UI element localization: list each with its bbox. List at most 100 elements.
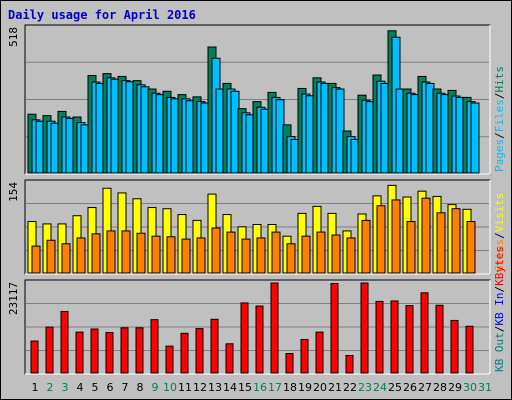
x-tick-label: 6 — [107, 381, 114, 394]
x-tick-label: 13 — [208, 381, 222, 394]
bar-kbytes-day-5 — [90, 328, 99, 374]
x-tick-label: 16 — [253, 381, 267, 394]
x-tick-label: 20 — [313, 381, 327, 394]
bar-sites-day-30 — [466, 221, 476, 274]
x-tick-label: 9 — [152, 381, 159, 394]
chart-title: Daily usage for April 2016 — [8, 8, 196, 22]
bar-kbytes-day-18 — [285, 353, 294, 374]
bar-kbytes-day-4 — [75, 331, 84, 374]
bar-kbytes-day-1 — [30, 340, 39, 374]
x-tick-label: 11 — [178, 381, 192, 394]
legend-item: KBytes — [493, 246, 506, 286]
bar-kbytes-day-23 — [360, 282, 369, 374]
x-tick-label: 31 — [478, 381, 492, 394]
bar-sites-day-2 — [46, 239, 56, 274]
bar-sites-day-19 — [301, 235, 311, 274]
legend-item: Visits — [493, 193, 506, 233]
bar-sites-day-24 — [376, 205, 386, 274]
bar-sites-day-18 — [286, 243, 296, 274]
x-tick-label: 2 — [47, 381, 54, 394]
bar-sites-day-21 — [331, 234, 341, 274]
bar-kbytes-day-16 — [255, 305, 264, 374]
bar-sites-day-22 — [346, 237, 356, 274]
legend-visits-sites: Sites/Visits — [493, 193, 506, 273]
legend-hits-files: Pages/Files/Hits — [493, 66, 506, 172]
bar-sites-day-28 — [436, 212, 446, 274]
bar-sites-day-8 — [136, 232, 146, 274]
bar-kbytes-day-7 — [120, 327, 129, 374]
x-tick-label: 10 — [163, 381, 177, 394]
x-tick-label: 5 — [92, 381, 99, 394]
panel-hits-files: 518 Pages/Files/Hits — [7, 24, 506, 175]
x-tick-label: 27 — [418, 381, 432, 394]
x-tick-label: 15 — [238, 381, 252, 394]
bar-sites-day-7 — [121, 230, 131, 274]
bar-sites-day-5 — [91, 233, 101, 274]
bar-kbytes-day-20 — [315, 331, 324, 374]
chart-panels: 518Pages/Files/Hits154Sites/Visits23117K… — [7, 24, 506, 375]
x-tick-label: 3 — [62, 381, 69, 394]
x-tick-label: 12 — [193, 381, 207, 394]
x-tick-label: 8 — [137, 381, 144, 394]
bar-sites-day-29 — [451, 208, 461, 274]
bar-sites-day-1 — [31, 245, 41, 274]
bar-kbytes-day-30 — [465, 325, 474, 374]
bar-sites-day-9 — [151, 235, 161, 274]
x-tick-label: 28 — [433, 381, 447, 394]
bar-kbytes-day-22 — [345, 354, 354, 374]
legend-kbytes: KB Out/KB In/KBytes — [493, 246, 506, 372]
bar-kbytes-day-28 — [435, 304, 444, 374]
bar-sites-day-27 — [421, 197, 431, 274]
bar-kbytes-day-12 — [195, 328, 204, 374]
bar-sites-day-3 — [61, 243, 71, 274]
bar-kbytes-day-29 — [450, 319, 459, 374]
x-tick-label: 23 — [358, 381, 372, 394]
bar-sites-day-23 — [361, 219, 371, 274]
bar-sites-day-12 — [196, 237, 206, 274]
x-tick-label: 25 — [388, 381, 402, 394]
y-max-label: 154 — [7, 182, 20, 202]
bar-sites-day-14 — [226, 231, 236, 274]
y-max-label: 518 — [7, 27, 20, 47]
bar-sites-day-17 — [271, 231, 281, 274]
bar-kbytes-day-25 — [390, 300, 399, 374]
bar-sites-day-10 — [166, 236, 176, 274]
legend-item: Pages — [493, 139, 506, 172]
bar-kbytes-day-3 — [60, 310, 69, 374]
bar-kbytes-day-26 — [405, 305, 414, 374]
x-tick-label: 24 — [373, 381, 387, 394]
bar-sites-day-15 — [241, 238, 251, 274]
x-tick-label: 22 — [343, 381, 357, 394]
bar-kbytes-day-24 — [375, 300, 384, 374]
bar-sites-day-26 — [406, 221, 416, 274]
bar-kbytes-day-8 — [135, 327, 144, 374]
x-tick-label: 26 — [403, 381, 417, 394]
x-tick-label: 21 — [328, 381, 342, 394]
panel-visits-sites: 154 Sites/Visits — [7, 179, 506, 275]
bar-kbytes-day-13 — [210, 318, 219, 374]
bar-sites-day-13 — [211, 227, 221, 274]
legend-item: KB In — [493, 293, 506, 326]
bar-sites-day-25 — [391, 199, 401, 274]
bar-sites-day-20 — [316, 231, 326, 274]
bar-kbytes-day-19 — [300, 339, 309, 374]
x-tick-label: 29 — [448, 381, 462, 394]
bar-kbytes-day-6 — [105, 332, 114, 374]
bar-sites-day-16 — [256, 237, 266, 274]
bar-sites-day-4 — [76, 237, 86, 274]
x-tick-label: 18 — [283, 381, 297, 394]
bar-kbytes-day-2 — [45, 326, 54, 374]
x-tick-label: 1 — [32, 381, 39, 394]
legend-item: Files — [493, 99, 506, 132]
legend-separator: / — [493, 286, 506, 293]
bar-kbytes-day-27 — [420, 292, 429, 374]
x-tick-label: 7 — [122, 381, 129, 394]
bar-kbytes-day-10 — [165, 345, 174, 374]
legend-item: Sites — [493, 239, 506, 272]
legend-item: Hits — [493, 66, 506, 93]
x-tick-label: 19 — [298, 381, 312, 394]
bar-kbytes-day-11 — [180, 332, 189, 374]
legend-item: KB Out — [493, 332, 506, 372]
